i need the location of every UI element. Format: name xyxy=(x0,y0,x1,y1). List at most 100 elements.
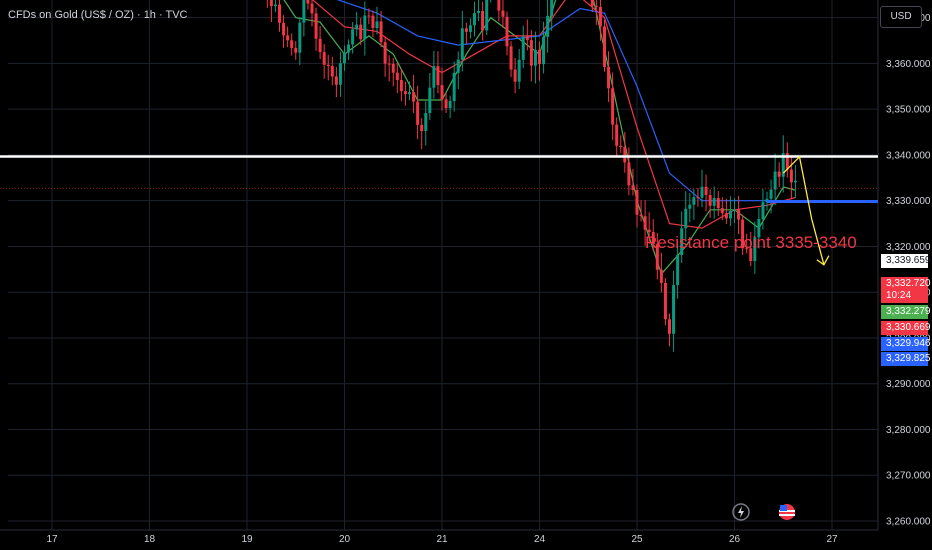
candle-body xyxy=(355,24,359,30)
ma-mid-badge: 3,330.669 xyxy=(881,321,931,335)
candle-body xyxy=(769,189,773,199)
candle-body xyxy=(692,197,696,205)
candle-body xyxy=(379,21,383,43)
candle-body xyxy=(663,282,667,320)
candle-body xyxy=(269,0,273,7)
candle-body xyxy=(391,63,395,73)
time-axis[interactable]: 17 18 19 20 21 24 25 26 27 xyxy=(46,534,838,545)
candle-body xyxy=(737,209,741,220)
candle-body xyxy=(688,204,692,209)
candle-body xyxy=(452,72,456,102)
candle-body xyxy=(395,72,399,80)
candle-body xyxy=(745,248,749,250)
candle-body xyxy=(428,87,432,114)
candle-body xyxy=(672,285,676,334)
candle-body xyxy=(310,3,314,14)
y-tick-label: 3,330.000 xyxy=(886,196,931,207)
candle-body xyxy=(273,4,277,7)
candle-body xyxy=(363,15,367,40)
candle-body xyxy=(371,15,375,29)
candle-body xyxy=(696,197,700,199)
candle-body xyxy=(334,76,338,85)
candle-body xyxy=(367,15,371,17)
y-tick-label: 3,280.000 xyxy=(886,425,931,436)
ma-fast-badge: 3,332.279 xyxy=(881,305,931,319)
candle-body xyxy=(724,213,728,219)
symbol-title[interactable]: CFDs on Gold (US$ / OZ) · 1h · TVC xyxy=(8,9,188,21)
candle-body xyxy=(424,113,428,132)
candle-body xyxy=(290,40,294,48)
candle-body xyxy=(302,0,306,23)
candle-body xyxy=(408,92,411,95)
candle-body xyxy=(513,69,517,82)
candle-body xyxy=(444,99,448,109)
resistance-price-badge: 3,339.659 xyxy=(881,254,931,268)
candle-body xyxy=(603,26,606,67)
candle-body xyxy=(651,232,655,245)
candle-body xyxy=(343,52,346,64)
candle-body xyxy=(728,211,732,219)
candle-body xyxy=(538,49,541,65)
candle-body xyxy=(607,66,611,89)
y-tick-label: 3,270.000 xyxy=(886,471,931,482)
y-tick-label: 3,290.000 xyxy=(886,379,931,390)
candle-body xyxy=(294,47,298,53)
candle-body xyxy=(403,91,407,95)
support-price-badge: 3,329.825 xyxy=(881,352,931,366)
candle-body xyxy=(712,198,716,206)
projection-path[interactable] xyxy=(782,155,825,265)
candle-body xyxy=(533,49,537,66)
candle-body xyxy=(639,214,643,217)
candle-body xyxy=(326,64,330,66)
candle-body xyxy=(598,6,602,27)
candle-body xyxy=(676,255,680,286)
x-tick-label: 18 xyxy=(144,534,156,545)
candle-body xyxy=(655,244,659,270)
candle-body xyxy=(643,216,647,230)
horizontal-lines xyxy=(0,155,878,203)
lightning-icon[interactable] xyxy=(732,503,750,521)
candle-body xyxy=(416,101,420,125)
x-tick-label: 24 xyxy=(534,534,546,545)
candle-body xyxy=(298,22,302,53)
candle-body xyxy=(631,185,635,191)
candle-body xyxy=(733,209,736,212)
candle-body xyxy=(635,190,639,215)
candle-body xyxy=(761,202,765,220)
y-tick-label: 3,360.000 xyxy=(886,59,931,70)
candle-body xyxy=(497,0,501,11)
candle-body xyxy=(481,10,485,31)
candle-body xyxy=(440,85,444,100)
arrow-head-icon xyxy=(816,255,830,266)
us-flag-icon[interactable] xyxy=(779,504,795,520)
chart-grid xyxy=(0,0,879,531)
candle-body xyxy=(627,162,631,186)
candle-body xyxy=(615,124,619,146)
candle-body xyxy=(286,35,290,41)
candle-body xyxy=(473,13,476,26)
candle-body xyxy=(412,92,416,102)
candle-body xyxy=(749,248,753,262)
candle-body xyxy=(741,219,745,249)
candle-body xyxy=(436,66,440,86)
y-tick-label: 3,320.000 xyxy=(886,242,931,253)
candle-body xyxy=(420,124,424,132)
candle-body xyxy=(322,52,326,65)
candle-body xyxy=(700,186,704,198)
candle-body xyxy=(501,10,505,17)
ma-slow-badge: 3,329.946 xyxy=(881,337,931,351)
candle-body xyxy=(716,198,720,209)
candle-body xyxy=(777,171,781,177)
candle-body xyxy=(359,24,363,40)
candle-body xyxy=(781,153,785,177)
candle-body xyxy=(659,269,663,283)
currency-button[interactable]: USD xyxy=(880,6,922,28)
candle-body xyxy=(278,4,281,23)
candlestick-series xyxy=(266,0,797,352)
candle-body xyxy=(448,101,452,109)
candle-body xyxy=(525,36,529,41)
candle-body xyxy=(753,237,757,262)
candle-body xyxy=(347,44,351,53)
y-tick-label: 3,340.000 xyxy=(886,150,931,161)
